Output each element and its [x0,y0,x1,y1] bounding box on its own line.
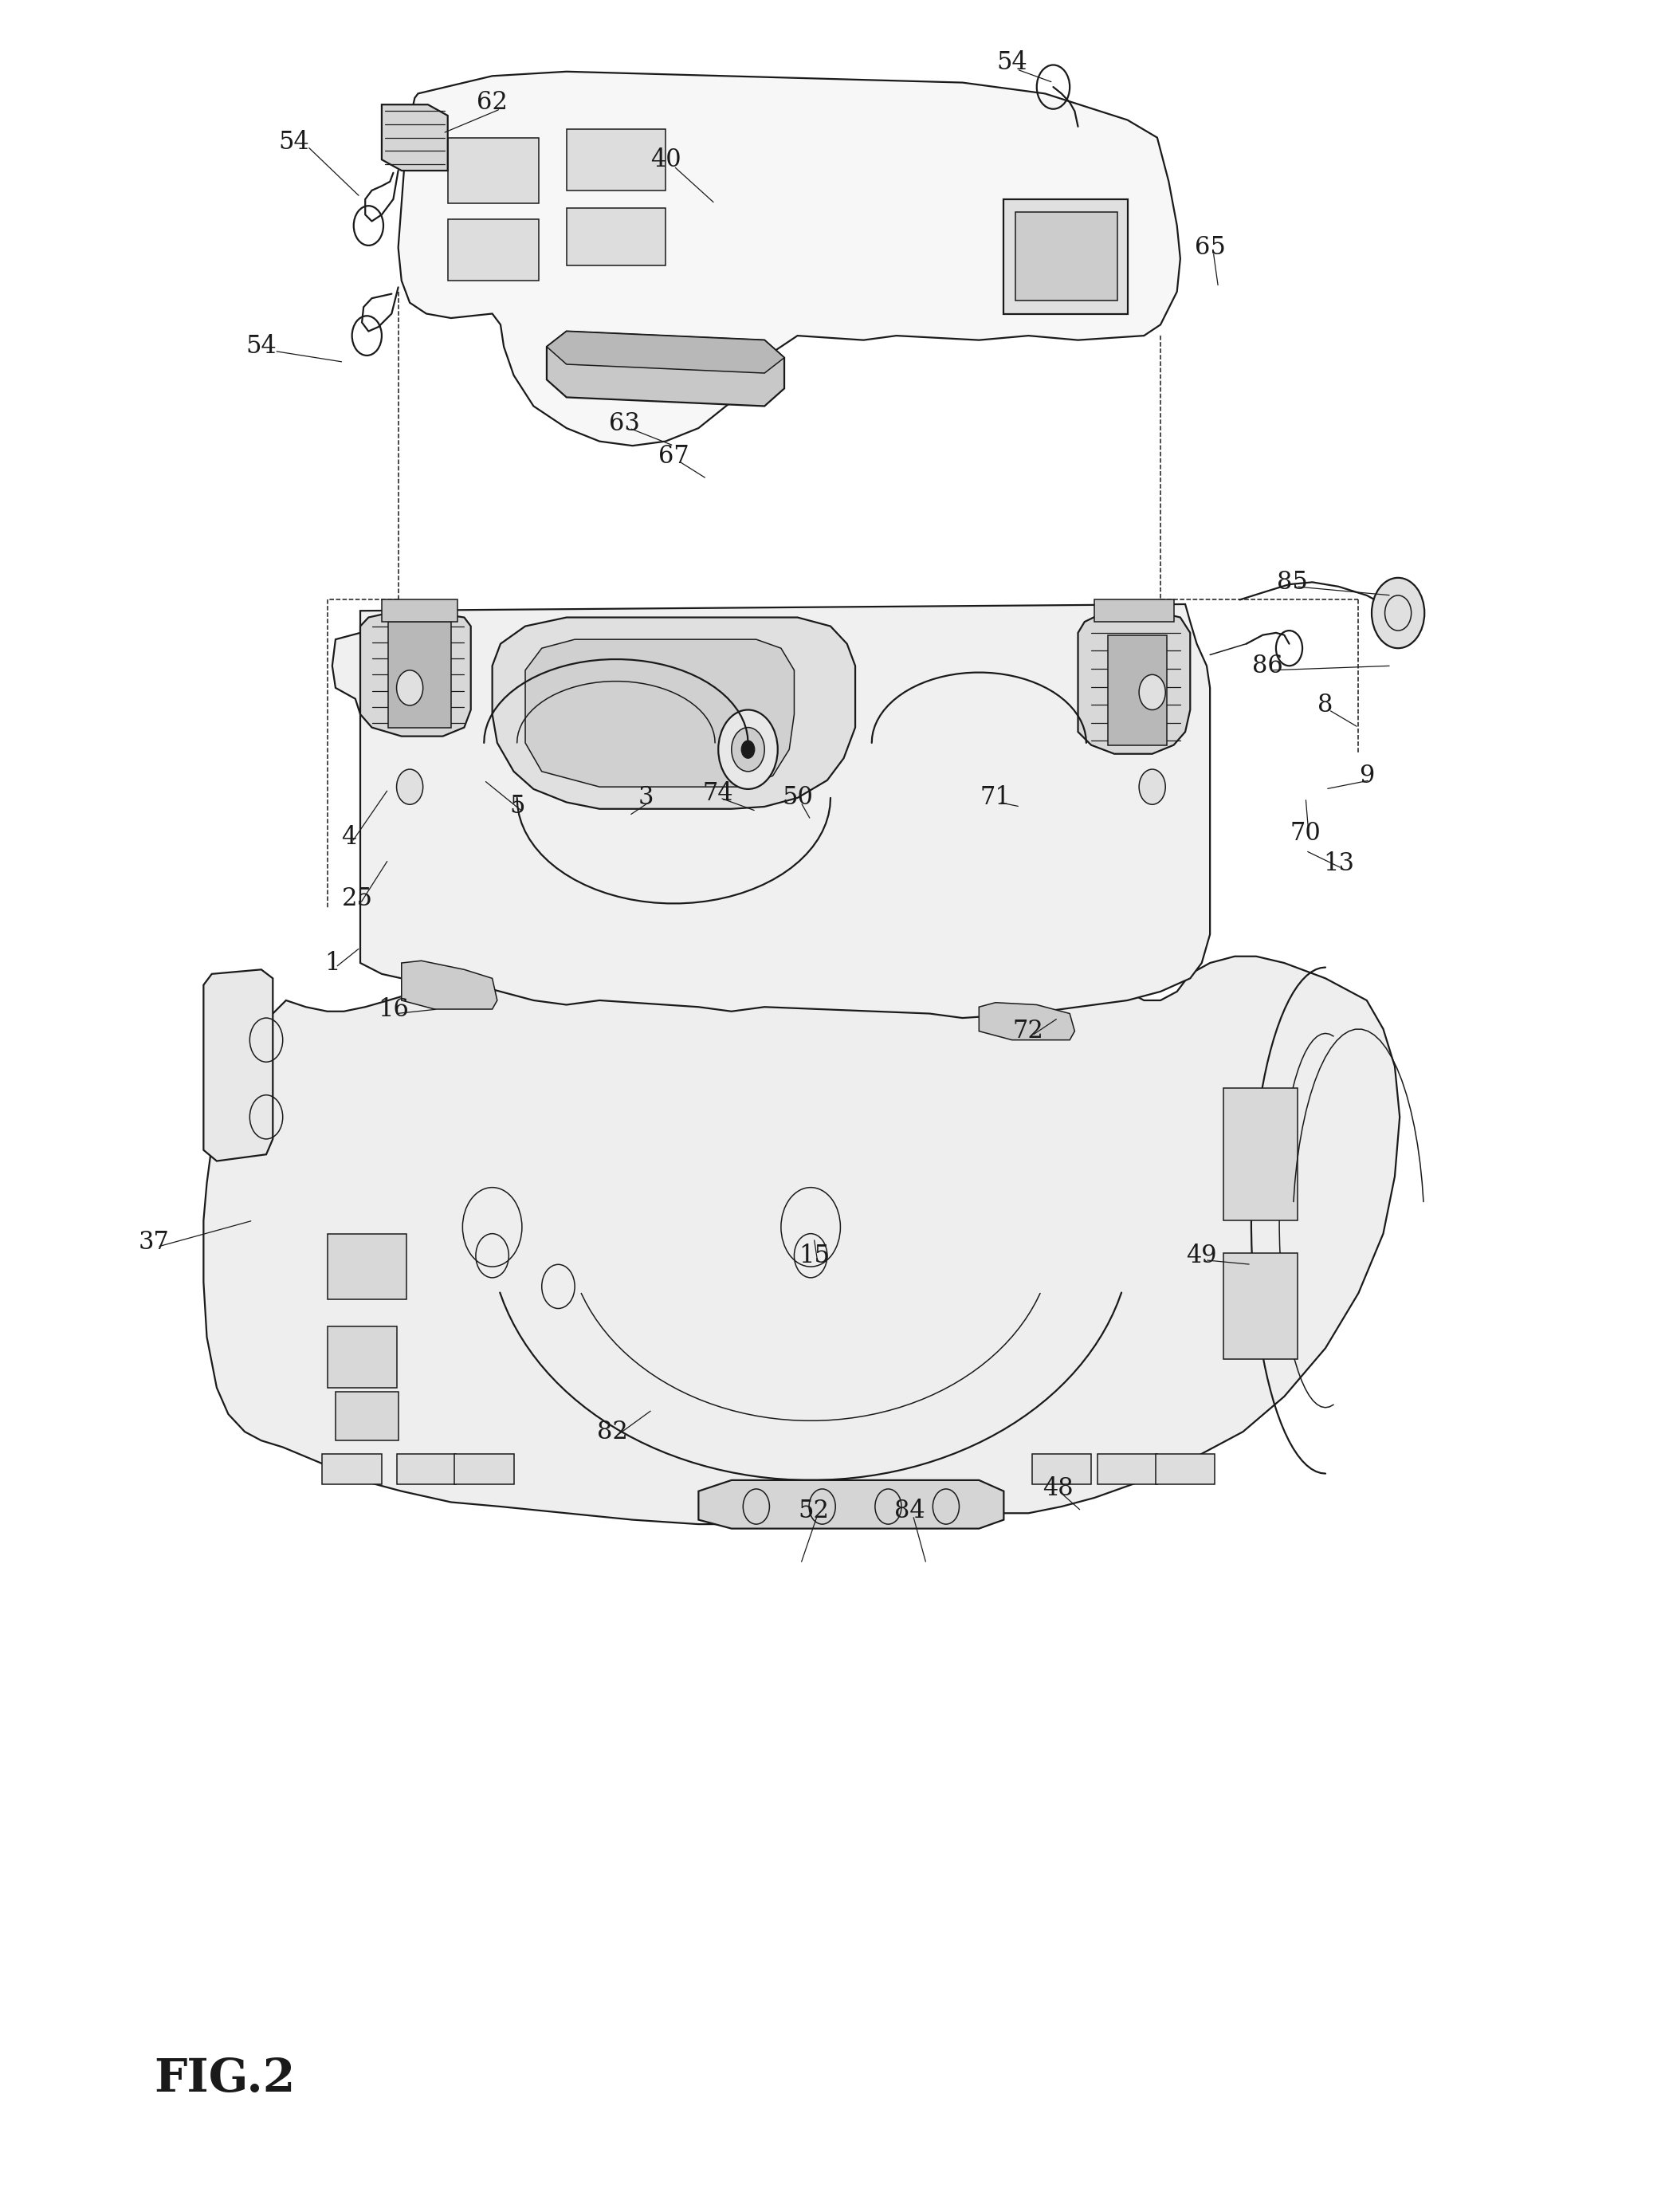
Text: 1: 1 [324,951,341,975]
Text: 82: 82 [598,1420,628,1444]
Bar [448,219,538,281]
Polygon shape [322,1453,382,1484]
Bar [1015,212,1118,301]
Circle shape [718,710,777,790]
Polygon shape [455,1453,513,1484]
Text: 4: 4 [341,825,357,849]
Text: 86: 86 [1252,653,1284,679]
Text: 74: 74 [703,781,734,805]
Bar [1003,199,1128,314]
Text: 71: 71 [980,785,1012,810]
Bar [448,137,538,204]
Text: 16: 16 [377,998,409,1022]
Polygon shape [546,332,784,374]
Text: 5: 5 [510,794,525,818]
Circle shape [397,770,424,805]
Text: 67: 67 [658,445,689,469]
Text: 9: 9 [1359,763,1374,787]
Bar [1222,1088,1297,1221]
Text: 70: 70 [1291,821,1320,845]
Text: 72: 72 [1013,1020,1045,1044]
Polygon shape [525,639,794,787]
Text: 3: 3 [638,785,653,810]
Bar [327,1325,397,1387]
Text: 54: 54 [997,51,1028,75]
Circle shape [1372,577,1425,648]
Bar [1222,1254,1297,1358]
Circle shape [397,670,424,706]
Text: 54: 54 [279,131,309,155]
Bar [1108,635,1168,745]
Text: 63: 63 [610,411,639,436]
Polygon shape [382,104,448,170]
Polygon shape [1078,611,1191,754]
Polygon shape [204,969,272,1161]
Text: 25: 25 [342,887,372,911]
Polygon shape [492,617,855,810]
Text: 13: 13 [1324,852,1354,876]
Bar [336,1391,399,1440]
Polygon shape [397,1453,457,1484]
Bar [566,208,666,265]
Text: 85: 85 [1277,571,1307,595]
Polygon shape [360,613,470,737]
Bar [1095,599,1174,622]
Text: 48: 48 [1043,1478,1073,1502]
Polygon shape [1156,1453,1214,1484]
Polygon shape [332,604,1209,1018]
Text: FIG.2: FIG.2 [154,2057,296,2101]
Bar [389,622,452,728]
Polygon shape [399,71,1181,447]
Circle shape [741,741,754,759]
Text: 8: 8 [1317,692,1334,717]
Circle shape [1139,770,1166,805]
Bar [327,1234,407,1301]
Text: 54: 54 [246,334,277,358]
Text: 40: 40 [649,148,681,173]
Circle shape [731,728,764,772]
Circle shape [1139,675,1166,710]
Polygon shape [402,960,497,1009]
Polygon shape [978,1002,1075,1040]
Polygon shape [204,956,1400,1524]
Text: 52: 52 [799,1498,829,1524]
Polygon shape [699,1480,1003,1528]
Text: 62: 62 [477,91,508,115]
Polygon shape [546,332,784,407]
Text: 15: 15 [799,1243,829,1267]
Text: 65: 65 [1194,234,1226,261]
Text: 37: 37 [138,1230,169,1254]
Text: 84: 84 [894,1498,925,1524]
Bar [566,128,666,190]
Text: 49: 49 [1186,1243,1218,1267]
Text: 50: 50 [782,785,812,810]
Bar [382,599,458,622]
Polygon shape [1031,1453,1091,1484]
Polygon shape [1098,1453,1158,1484]
